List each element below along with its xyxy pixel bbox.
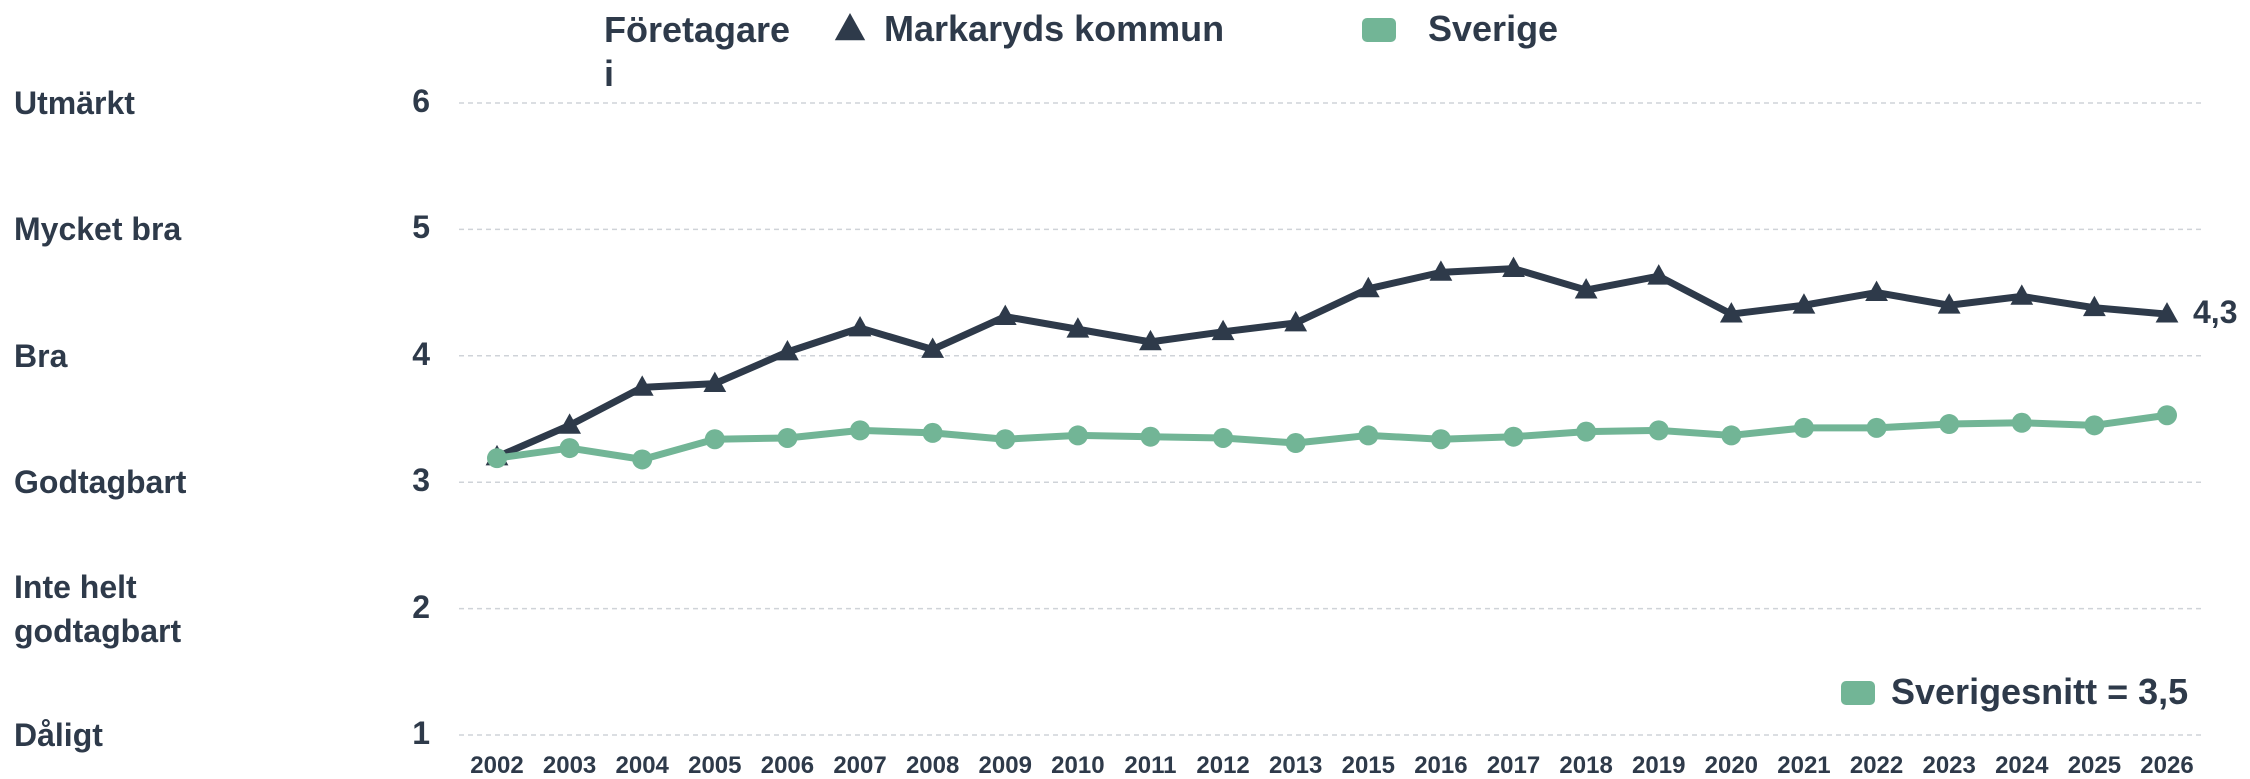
y-tick-label: 4 [412,335,430,372]
x-tick-label: 2004 [615,752,669,779]
point-marker [704,429,725,450]
legend-label: Markaryds kommun [884,8,1225,49]
point-marker [993,304,1017,326]
x-tick-label: 2022 [1849,752,1904,779]
x-tick-label: 2010 [1051,752,1105,779]
point-marker [1574,278,1598,299]
x-tick-label: 2015 [1341,752,1395,779]
legend-marker [1362,18,1396,42]
point-marker [1647,264,1671,285]
point-marker [1430,429,1451,450]
x-tick-label: 2002 [470,752,524,779]
point-marker [921,337,945,358]
x-tick-label: 2011 [1124,752,1177,779]
x-tick-label: 2006 [760,752,815,779]
annotation: Sverigesnitt = 3,5 [1891,671,2189,712]
x-tick-label: 2019 [1632,752,1686,779]
point-marker [848,315,872,337]
point-marker [1719,302,1743,323]
point-marker [776,340,799,361]
point-marker [995,429,1016,450]
point-marker [1865,280,1888,301]
x-tick-label: 2007 [833,752,887,779]
x-tick-label: 2021 [1777,752,1831,779]
point-marker [1939,414,1960,435]
point-marker [850,420,871,441]
point-marker [1866,417,1887,438]
point-marker [1648,420,1669,441]
y-category-label: Inte helt godtagbart [14,568,182,649]
point-marker [1576,421,1597,442]
point-marker [1139,329,1162,351]
x-tick-label: 2016 [1414,752,1468,779]
legend-title: Företagare i [604,9,791,94]
y-tick-label: 5 [412,209,430,246]
y-category-label: Mycket bra [14,211,182,248]
point-marker [1937,293,1961,314]
value-label: 4,3 [2193,294,2238,331]
x-tick-label: 2025 [2067,752,2122,779]
point-marker [487,448,507,469]
y-category-label: Dåligt [14,717,103,753]
x-tick-label: 2020 [1704,752,1759,779]
legend-label: Sverige [1428,8,1559,49]
point-marker [1285,433,1306,454]
point-marker [2084,415,2105,436]
y-category-label: Godtagbart [14,464,187,501]
x-tick-label: 2009 [978,752,1032,779]
point-marker [2011,412,2032,433]
point-marker [1793,417,1814,438]
point-marker [1792,293,1816,314]
x-tick-label: 2013 [1268,752,1323,779]
point-marker [1502,256,1525,277]
point-marker [2155,302,2179,323]
point-marker [1213,427,1234,448]
y-tick-label: 1 [412,715,430,751]
y-category-label: Utmärkt [14,85,135,121]
point-marker [922,422,943,443]
x-tick-label: 2026 [2140,752,2194,779]
x-tick-label: 2023 [1922,752,1976,779]
x-tick-label: 2008 [905,752,960,779]
point-marker [559,438,580,459]
y-tick-label: 2 [412,588,430,625]
point-marker [1503,426,1524,447]
point-marker [703,371,727,393]
series-line [495,265,2168,461]
point-marker [558,413,582,434]
point-marker [2010,284,2034,305]
x-tick-label: 2017 [1486,752,1541,779]
x-tick-label: 2005 [688,752,742,779]
y-tick-label: 6 [412,83,430,119]
point-marker [1429,260,1453,281]
point-marker [2157,405,2177,426]
point-marker [1067,425,1088,446]
x-tick-label: 2018 [1559,752,1613,779]
point-marker [1140,426,1161,447]
x-tick-label: 2003 [542,752,597,779]
point-marker [777,427,798,448]
legend-marker [834,13,866,41]
point-marker [632,449,653,470]
point-marker [1284,310,1308,332]
point-marker [1721,425,1742,446]
point-marker [1358,425,1379,446]
point-marker [2082,295,2106,317]
series-line [496,411,2168,463]
y-category-label: Bra [14,337,68,374]
x-tick-label: 2012 [1196,752,1250,779]
point-marker [1066,317,1090,338]
x-tick-label: 2024 [1995,752,2049,779]
point-marker [1211,319,1235,341]
annotation-marker [1841,681,1875,705]
y-tick-label: 3 [412,462,430,499]
point-marker [630,375,654,396]
point-marker [1356,276,1380,298]
